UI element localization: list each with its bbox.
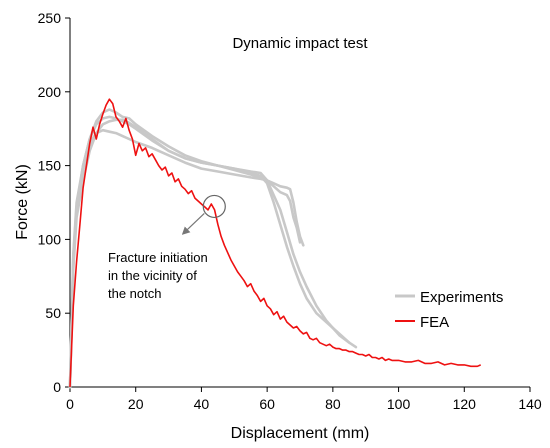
annotation-line-1: Fracture initiation: [108, 250, 208, 265]
legend-label-experiments: Experiments: [420, 289, 503, 306]
y-tick-label: 0: [53, 379, 61, 395]
fea-curve: [69, 98, 482, 388]
experiments-curve-3: [68, 128, 305, 389]
y-tick-label: 150: [38, 158, 62, 174]
series-layer: [68, 98, 482, 389]
y-axis-ticks: 0 50 100 150 200 250: [38, 10, 70, 395]
chart-title: Dynamic impact test: [232, 35, 368, 52]
y-axis-label: Force (kN): [14, 164, 31, 240]
y-tick-label: 100: [38, 231, 62, 247]
annotation-layer: [181, 194, 226, 235]
x-tick-label: 120: [453, 396, 477, 412]
experiments-curve-2: [68, 108, 351, 389]
x-axis-label: Displacement (mm): [231, 425, 370, 442]
experiments-curve-4: [68, 115, 302, 389]
x-tick-label: 140: [518, 396, 542, 412]
x-tick-label: 20: [128, 396, 144, 412]
x-tick-label: 80: [325, 396, 341, 412]
x-axis-ticks: 0 20 40 60 80 100 120 140: [66, 387, 542, 412]
y-tick-label: 50: [45, 305, 61, 321]
annotation-arrow: [181, 213, 205, 235]
legend: Experiments FEA: [395, 289, 503, 331]
x-tick-label: 0: [66, 396, 74, 412]
plot-area: 0 50 100 150 200 250 0 20 40 60 80 100 120 140: [38, 10, 542, 412]
annotation-text: Fracture initiation in the vicinity of t…: [108, 250, 208, 301]
x-tick-label: 60: [259, 396, 275, 412]
x-tick-label: 40: [194, 396, 210, 412]
annotation-line-2: in the vicinity of: [108, 268, 197, 283]
fracture-marker-circle: [202, 194, 226, 219]
y-tick-label: 200: [38, 84, 62, 100]
x-tick-label: 100: [387, 396, 411, 412]
annotation-line-3: the notch: [108, 286, 162, 301]
legend-label-fea: FEA: [420, 314, 449, 331]
y-tick-label: 250: [38, 10, 62, 26]
